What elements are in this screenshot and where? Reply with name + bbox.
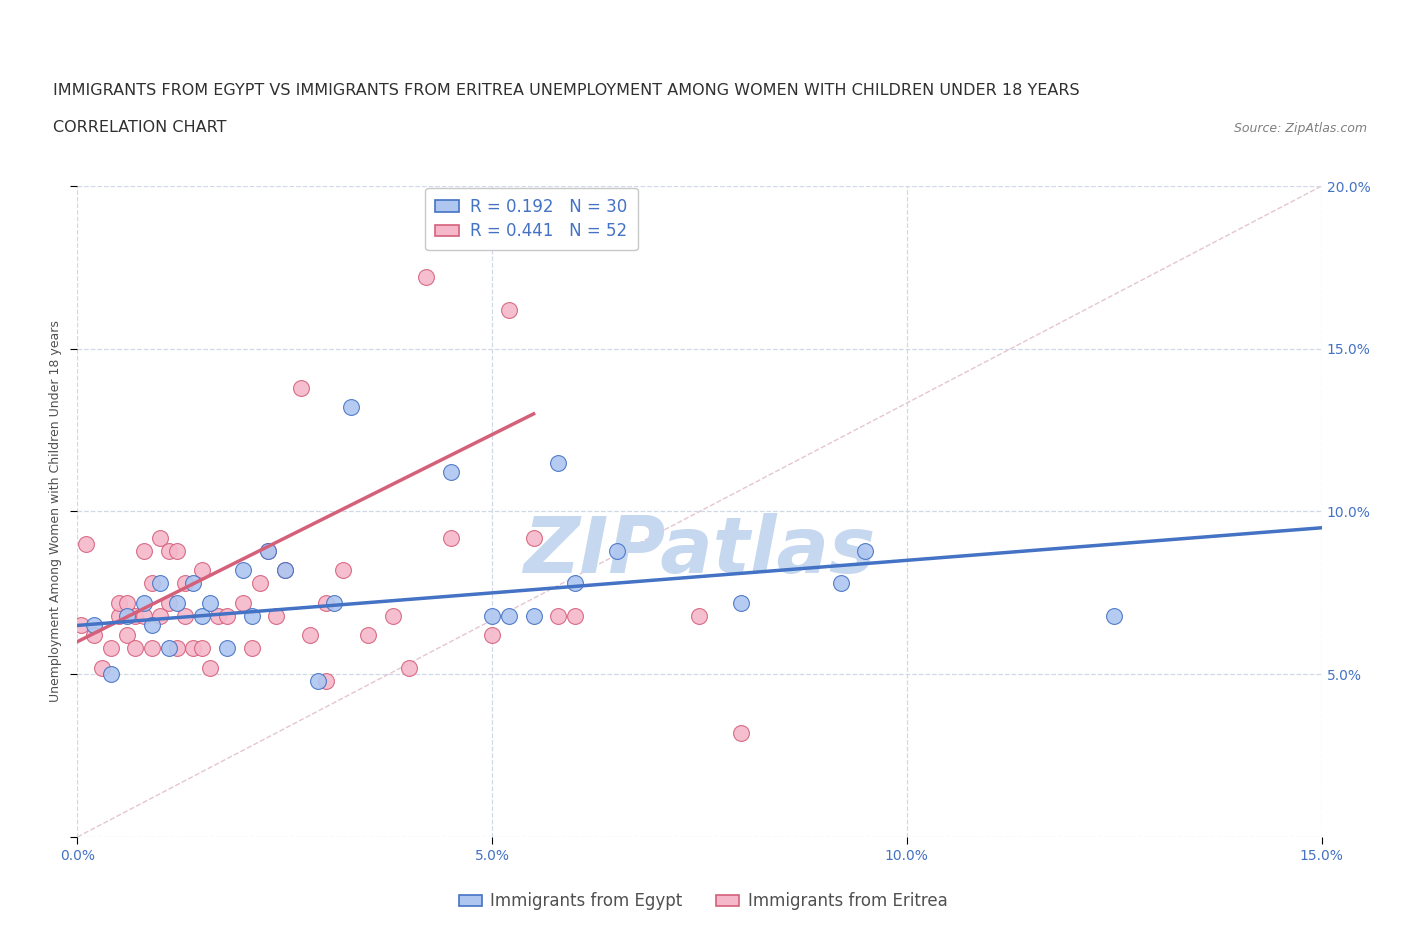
Point xyxy=(91,660,114,675)
Point xyxy=(440,530,463,545)
Point xyxy=(132,595,155,610)
Text: IMMIGRANTS FROM EGYPT VS IMMIGRANTS FROM ERITREA UNEMPLOYMENT AMONG WOMEN WITH C: IMMIGRANTS FROM EGYPT VS IMMIGRANTS FROM… xyxy=(53,83,1080,98)
Point xyxy=(166,543,188,558)
Point xyxy=(498,302,520,317)
Point xyxy=(232,595,254,610)
Point xyxy=(141,618,163,633)
Point xyxy=(191,608,214,623)
Point xyxy=(315,595,337,610)
Point xyxy=(100,641,122,656)
Point xyxy=(855,543,877,558)
Point xyxy=(174,576,197,591)
Point xyxy=(730,595,752,610)
Legend: Immigrants from Egypt, Immigrants from Eritrea: Immigrants from Egypt, Immigrants from E… xyxy=(451,885,955,917)
Point xyxy=(149,530,172,545)
Point xyxy=(606,543,628,558)
Point xyxy=(523,530,546,545)
Point xyxy=(1104,608,1126,623)
Point xyxy=(141,641,163,656)
Point xyxy=(191,563,214,578)
Point xyxy=(547,608,569,623)
Text: Source: ZipAtlas.com: Source: ZipAtlas.com xyxy=(1233,122,1367,135)
Point xyxy=(191,641,214,656)
Point xyxy=(547,456,569,471)
Point xyxy=(257,543,280,558)
Point xyxy=(481,608,503,623)
Point xyxy=(132,543,155,558)
Point xyxy=(498,608,520,623)
Point xyxy=(166,641,188,656)
Point xyxy=(157,543,180,558)
Point xyxy=(440,465,463,480)
Point xyxy=(183,641,205,656)
Point xyxy=(307,673,329,688)
Point xyxy=(75,537,97,551)
Point xyxy=(115,595,138,610)
Y-axis label: Unemployment Among Women with Children Under 18 years: Unemployment Among Women with Children U… xyxy=(49,321,62,702)
Point xyxy=(266,608,288,623)
Point xyxy=(166,595,188,610)
Point xyxy=(132,608,155,623)
Point xyxy=(232,563,254,578)
Point xyxy=(240,608,263,623)
Point xyxy=(240,641,263,656)
Point xyxy=(730,725,752,740)
Legend: R = 0.192   N = 30, R = 0.441   N = 52: R = 0.192 N = 30, R = 0.441 N = 52 xyxy=(426,188,638,250)
Point xyxy=(108,595,131,610)
Point xyxy=(149,608,172,623)
Point xyxy=(332,563,354,578)
Point xyxy=(183,576,205,591)
Point xyxy=(357,628,380,643)
Point xyxy=(215,608,238,623)
Point xyxy=(207,608,229,623)
Point xyxy=(198,595,221,610)
Point xyxy=(83,628,105,643)
Point xyxy=(149,576,172,591)
Point xyxy=(274,563,297,578)
Point xyxy=(108,608,131,623)
Point xyxy=(298,628,321,643)
Point xyxy=(398,660,420,675)
Text: CORRELATION CHART: CORRELATION CHART xyxy=(53,120,226,135)
Point xyxy=(174,608,197,623)
Point xyxy=(70,618,93,633)
Point xyxy=(290,380,312,395)
Point xyxy=(830,576,852,591)
Point xyxy=(124,608,146,623)
Point xyxy=(198,660,221,675)
Point xyxy=(249,576,271,591)
Point xyxy=(215,641,238,656)
Point xyxy=(124,641,146,656)
Point xyxy=(689,608,711,623)
Point xyxy=(340,400,363,415)
Point xyxy=(564,608,586,623)
Point xyxy=(115,608,138,623)
Point xyxy=(115,628,138,643)
Point xyxy=(323,595,346,610)
Point xyxy=(141,576,163,591)
Point xyxy=(100,667,122,682)
Point xyxy=(274,563,297,578)
Point xyxy=(257,543,280,558)
Point xyxy=(481,628,503,643)
Point xyxy=(83,618,105,633)
Point xyxy=(315,673,337,688)
Text: ZIPatlas: ZIPatlas xyxy=(523,512,876,589)
Point xyxy=(381,608,404,623)
Point xyxy=(523,608,546,623)
Point xyxy=(564,576,586,591)
Point xyxy=(415,270,437,285)
Point xyxy=(157,641,180,656)
Point xyxy=(157,595,180,610)
